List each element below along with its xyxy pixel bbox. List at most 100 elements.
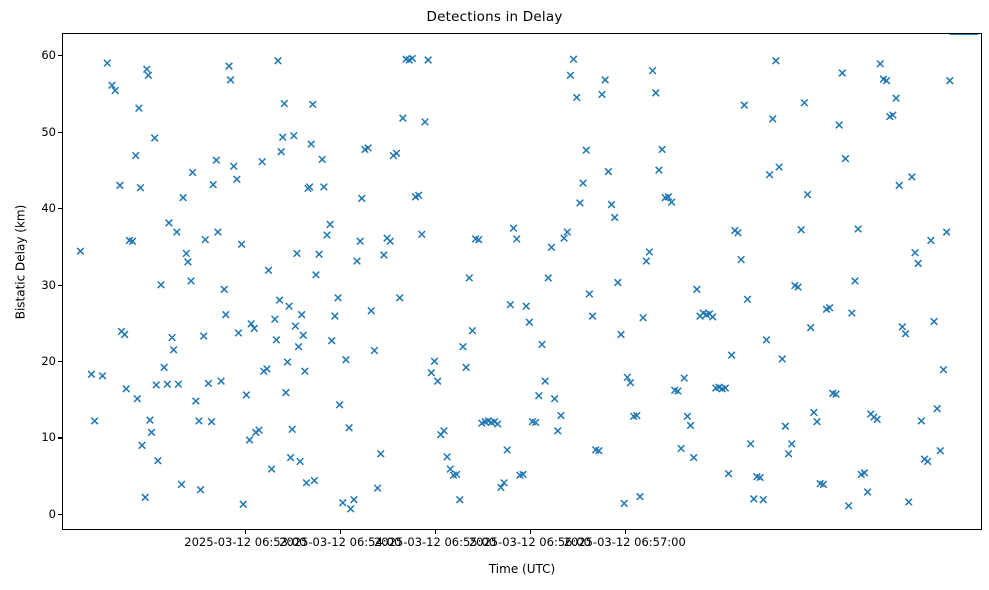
- scatter-point: [138, 441, 146, 450]
- scatter-point: [270, 315, 279, 324]
- scatter-point: [645, 248, 654, 256]
- scatter-point: [395, 293, 404, 302]
- scatter-point: [283, 358, 292, 366]
- scatter-point: [756, 473, 764, 482]
- scatter-point: [147, 428, 156, 437]
- scatter-point: [342, 355, 350, 364]
- y-tick-label: 40: [41, 201, 56, 216]
- scatter-point: [933, 404, 941, 413]
- scatter-point: [446, 465, 455, 473]
- scatter-point: [212, 156, 221, 164]
- scatter-point: [373, 484, 382, 493]
- scatter-point: [803, 190, 812, 199]
- y-tick-mark: [58, 55, 62, 57]
- scatter-point: [677, 444, 685, 453]
- scatter-point: [169, 345, 178, 354]
- scatter-point: [255, 426, 263, 434]
- scatter-point: [762, 336, 771, 344]
- scatter-point: [247, 319, 255, 328]
- scatter-point: [267, 465, 276, 473]
- scatter-point: [131, 151, 140, 160]
- scatter-point: [152, 381, 161, 389]
- scatter-point: [743, 295, 752, 304]
- scatter-point: [452, 470, 461, 479]
- scatter-point: [851, 277, 859, 285]
- scatter-point: [234, 329, 243, 337]
- scatter-point: [291, 322, 300, 330]
- scatter-point: [184, 258, 192, 266]
- scatter-point: [557, 411, 565, 420]
- scatter-point: [930, 317, 938, 326]
- scatter-point: [209, 180, 218, 189]
- y-tick-mark: [58, 131, 62, 133]
- y-tick-label: 60: [41, 48, 56, 63]
- y-tick-label: 30: [41, 277, 56, 292]
- scatter-point: [519, 470, 527, 479]
- scatter-point: [367, 306, 376, 315]
- scatter-point: [221, 310, 230, 319]
- scatter-point: [188, 168, 197, 177]
- scatter-point: [506, 300, 515, 309]
- scatter-point: [98, 371, 107, 380]
- scatter-point: [302, 478, 311, 487]
- scatter-point: [408, 54, 417, 63]
- scatter-point: [582, 146, 591, 155]
- plot-area: [62, 33, 982, 530]
- scatter-point: [569, 55, 578, 64]
- scatter-point: [784, 449, 793, 458]
- scatter-point: [680, 374, 689, 382]
- scatter-point: [370, 346, 379, 355]
- scatter-point: [179, 193, 187, 202]
- y-tick-mark: [58, 437, 62, 439]
- scatter-point: [550, 394, 559, 403]
- scatter-point: [187, 277, 195, 285]
- scatter-point: [204, 379, 213, 388]
- scatter-point: [724, 469, 733, 478]
- scatter-point: [282, 388, 290, 397]
- scatter-point: [683, 412, 692, 421]
- scatter-point: [305, 183, 314, 191]
- scatter-point: [749, 495, 758, 503]
- scatter-point: [430, 357, 439, 366]
- scatter-point: [860, 469, 869, 477]
- scatter-point: [307, 140, 316, 148]
- scatter-point: [165, 219, 173, 227]
- scatter-point: [191, 397, 200, 405]
- scatter-point: [588, 312, 597, 320]
- scatter-point: [87, 370, 96, 379]
- scatter-point: [443, 452, 451, 461]
- scatter-point: [386, 237, 395, 246]
- scatter-point: [263, 365, 271, 373]
- scatter-point: [500, 478, 508, 487]
- scatter-point: [927, 236, 935, 245]
- scatter-point: [315, 250, 323, 259]
- scatter-point: [214, 228, 222, 236]
- scatter-point: [623, 373, 632, 382]
- scatter-point: [639, 313, 647, 322]
- scatter-point: [220, 285, 229, 294]
- scatter-point: [664, 193, 673, 201]
- scatter-point: [538, 340, 546, 349]
- y-axis-tick-labels: 0 10 20 30 40 50 60: [0, 0, 56, 590]
- scatter-point: [157, 280, 165, 289]
- y-tick-label: 10: [41, 430, 56, 445]
- scatter-point: [509, 224, 518, 233]
- scatter-point: [468, 326, 477, 335]
- scatter-point: [319, 183, 328, 191]
- scatter-point: [604, 167, 613, 176]
- scatter-point: [108, 81, 116, 90]
- scatter-point: [794, 283, 802, 291]
- scatter-point: [547, 243, 556, 252]
- scatter-point: [667, 198, 676, 207]
- scatter-point: [778, 355, 787, 363]
- scatter-point: [579, 179, 587, 187]
- scatter-point: [142, 65, 151, 74]
- scatter-point: [455, 495, 464, 504]
- scatter-point: [895, 181, 904, 190]
- scatter-point: [651, 89, 660, 97]
- scatter-point: [759, 495, 768, 504]
- scatter-point: [144, 71, 153, 80]
- scatter-point: [914, 259, 923, 268]
- scatter-point: [128, 237, 137, 246]
- scatter-point: [417, 230, 426, 239]
